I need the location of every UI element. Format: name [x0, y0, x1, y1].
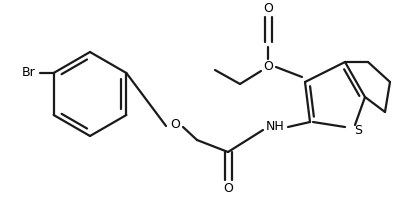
Text: O: O [263, 61, 273, 74]
Text: O: O [263, 2, 273, 16]
Text: NH: NH [265, 121, 284, 134]
Text: Br: Br [22, 66, 36, 80]
Text: S: S [354, 123, 362, 137]
Text: O: O [170, 118, 180, 130]
Text: O: O [223, 182, 233, 195]
